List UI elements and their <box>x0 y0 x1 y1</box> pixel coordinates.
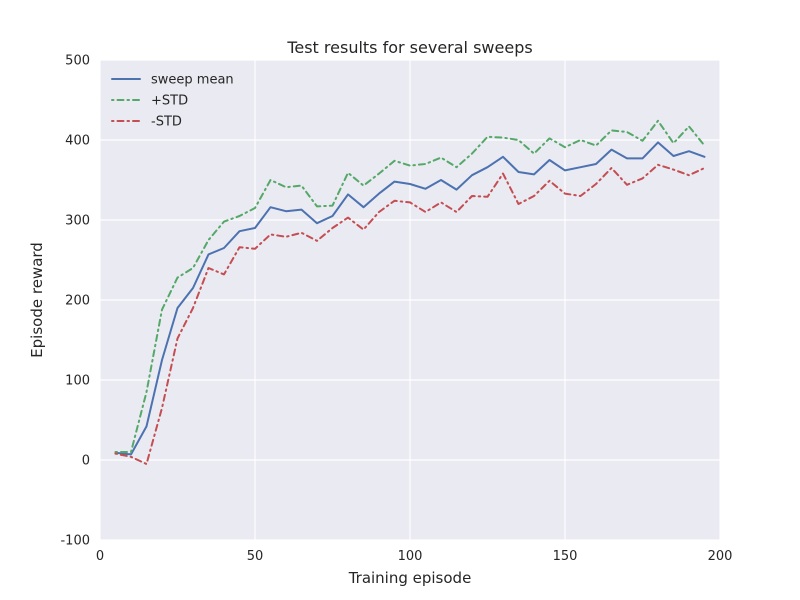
legend-label: +STD <box>151 94 188 109</box>
x-tick-label: 150 <box>553 549 578 564</box>
grid-lines <box>99 59 721 541</box>
legend-label: sweep mean <box>151 73 234 88</box>
series-line-2 <box>114 163 706 465</box>
legend-label: -STD <box>151 115 182 130</box>
y-tick-label: 300 <box>65 214 90 229</box>
legend: sweep mean +STD -STD <box>111 73 234 130</box>
y-tick-label: 200 <box>65 294 90 309</box>
y-tick-label: 0 <box>82 454 90 469</box>
chart-title: Test results for several sweeps <box>286 38 532 57</box>
y-axis-label: Episode reward <box>28 242 46 358</box>
x-tick-label: 200 <box>708 549 733 564</box>
x-tick-label: 100 <box>398 549 423 564</box>
series-layer <box>114 119 706 465</box>
x-tick-label: 50 <box>247 549 264 564</box>
series-line-1 <box>114 119 706 453</box>
x-tick-label: 0 <box>96 549 104 564</box>
y-tick-label: 100 <box>65 374 90 389</box>
y-tick-label: 500 <box>65 54 90 69</box>
y-tick-label: -100 <box>60 534 90 549</box>
y-tick-label: 400 <box>65 134 90 149</box>
tick-labels: 0 50 100 150 200 -100 0 100 200 300 400 500 <box>60 54 732 565</box>
series-line-0 <box>114 141 706 456</box>
x-axis-label: Training episode <box>348 569 472 587</box>
